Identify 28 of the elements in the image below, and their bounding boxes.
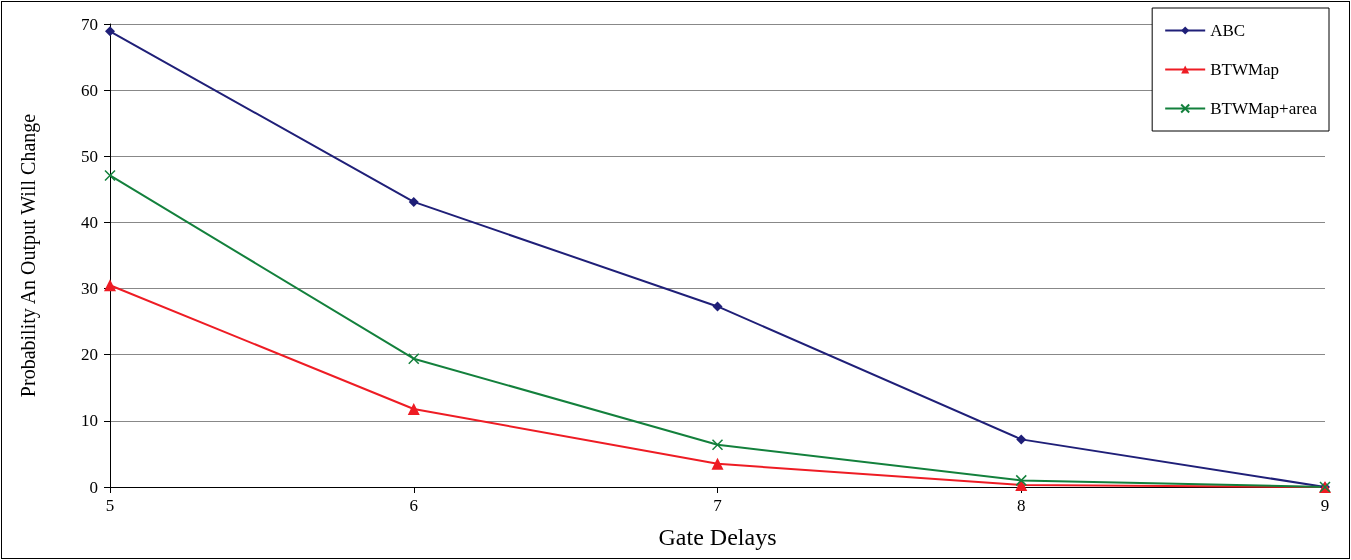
y-tick-label: 70: [81, 14, 98, 34]
point: [408, 352, 420, 365]
point: [407, 402, 420, 415]
point: [1016, 434, 1027, 445]
legend-label: ABC: [1210, 21, 1246, 40]
point: [712, 301, 723, 312]
point: [408, 196, 419, 207]
point: [104, 169, 116, 182]
x-tick-label: 6: [409, 496, 418, 515]
y-tick-label: 40: [81, 212, 98, 232]
x-tick-label: 8: [1017, 496, 1026, 515]
legend-label: BTWMap: [1210, 60, 1280, 79]
y-tick-label: 50: [81, 146, 98, 166]
y-tick-label: 30: [81, 279, 98, 299]
point: [711, 438, 724, 451]
x-tick-label: 7: [713, 496, 723, 515]
y-axis-title: Probability An Output Will Change: [17, 113, 40, 398]
point: [104, 279, 116, 292]
x-tick-label: 5: [105, 496, 115, 515]
point: [711, 457, 724, 470]
x-tick-label: 9: [1320, 496, 1330, 515]
point: [1015, 474, 1027, 487]
y-tick-label: 20: [81, 345, 98, 365]
legend-label: BTWMap+area: [1210, 99, 1318, 118]
y-tick-label: 60: [81, 80, 98, 100]
y-tick-label: 0: [89, 477, 98, 497]
x-axis-title: Gate Delays: [658, 524, 777, 550]
y-tick-label: 10: [81, 411, 98, 431]
